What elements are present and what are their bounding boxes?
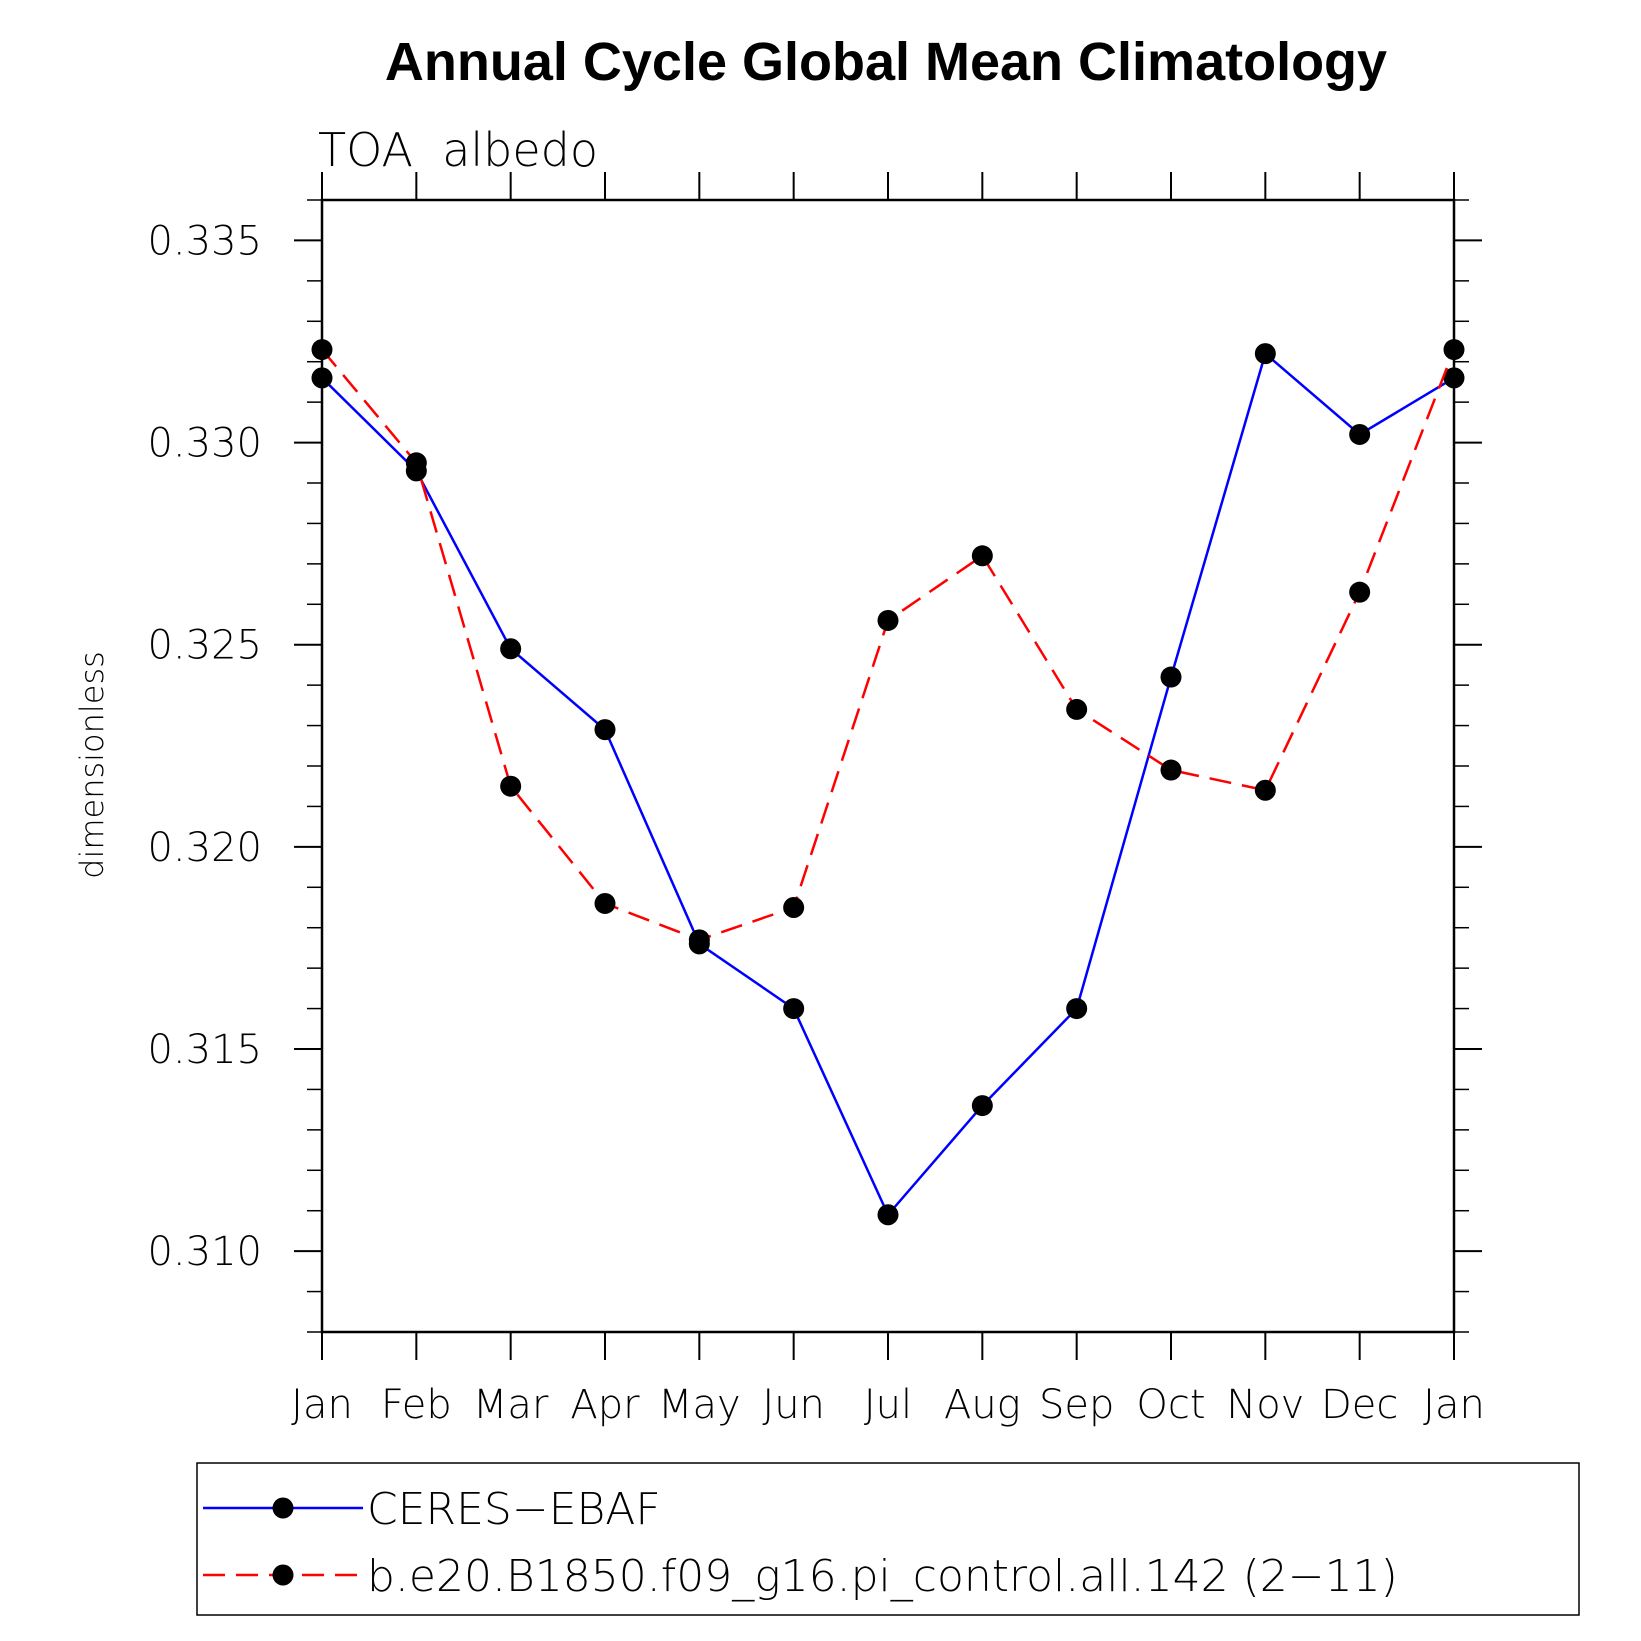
y-tick-label: 0.330 [147,421,262,467]
series-line [321,348,1456,942]
axis-ticks: Jan Feb Mar Apr May Jun Jul Aug Sep Oct Nov Dec Jan 0… [147,172,1485,1428]
data-point [500,775,522,797]
data-point [783,897,805,918]
data-point [405,452,427,474]
data-point [1254,343,1276,365]
data-point [311,339,333,361]
legend-label: CERES−EBAF [367,1484,661,1535]
data-point [594,719,616,741]
x-tick-label: Jan [1423,1382,1485,1428]
data-point [971,1095,993,1117]
x-tick-label: Jul [864,1382,912,1428]
x-tick-label: Aug [944,1382,1021,1428]
y-tick-label: 0.320 [147,825,262,871]
data-point [1349,423,1371,445]
x-tick-label: Nov [1226,1382,1304,1428]
data-point [1066,998,1088,1020]
x-tick-label: Mar [473,1382,549,1428]
data-point [1443,367,1465,389]
data-point [1160,759,1182,781]
data-point [971,545,993,567]
data-point [877,1204,899,1226]
y-tick-label: 0.325 [147,623,262,669]
data-point [1160,666,1182,688]
data-point [1066,698,1088,720]
data-point [500,638,522,660]
x-tick-label: Dec [1321,1382,1398,1428]
data-point [594,892,616,914]
legend-box [196,1462,1580,1616]
legend-label: b.e20.B1850.f09_g16.pi_control.all.142 (… [367,1551,1398,1602]
legend-marker [272,1497,294,1519]
legend: CERES−EBAF b.e20.B1850.f09_g16.pi_control… [196,1462,1580,1616]
y-axis-label: dimensionless [73,651,111,879]
y-tick-label: 0.310 [147,1229,262,1275]
x-tick-label: May [658,1382,741,1428]
x-tick-label: Apr [570,1382,640,1428]
data-point [783,998,805,1020]
data-point [311,367,333,389]
x-tick-label: Feb [381,1382,452,1428]
data-point [877,609,899,631]
y-tick-label: 0.315 [147,1027,262,1073]
data-point [1349,581,1371,603]
y-tick-label: 0.335 [147,218,262,264]
data-point [1254,779,1276,801]
x-tick-label: Sep [1039,1382,1114,1428]
series-layer [311,339,1465,1226]
chart-subtitle: TOA albedo [318,123,598,177]
chart-title: Annual Cycle Global Mean Climatology [385,32,1387,92]
x-tick-label: Jan [291,1382,353,1428]
x-tick-label: Oct [1136,1382,1205,1428]
data-point [1443,339,1465,361]
data-point [688,929,710,951]
legend-marker [272,1564,294,1586]
series-line [321,351,1455,1218]
x-tick-label: Jun [762,1382,825,1428]
